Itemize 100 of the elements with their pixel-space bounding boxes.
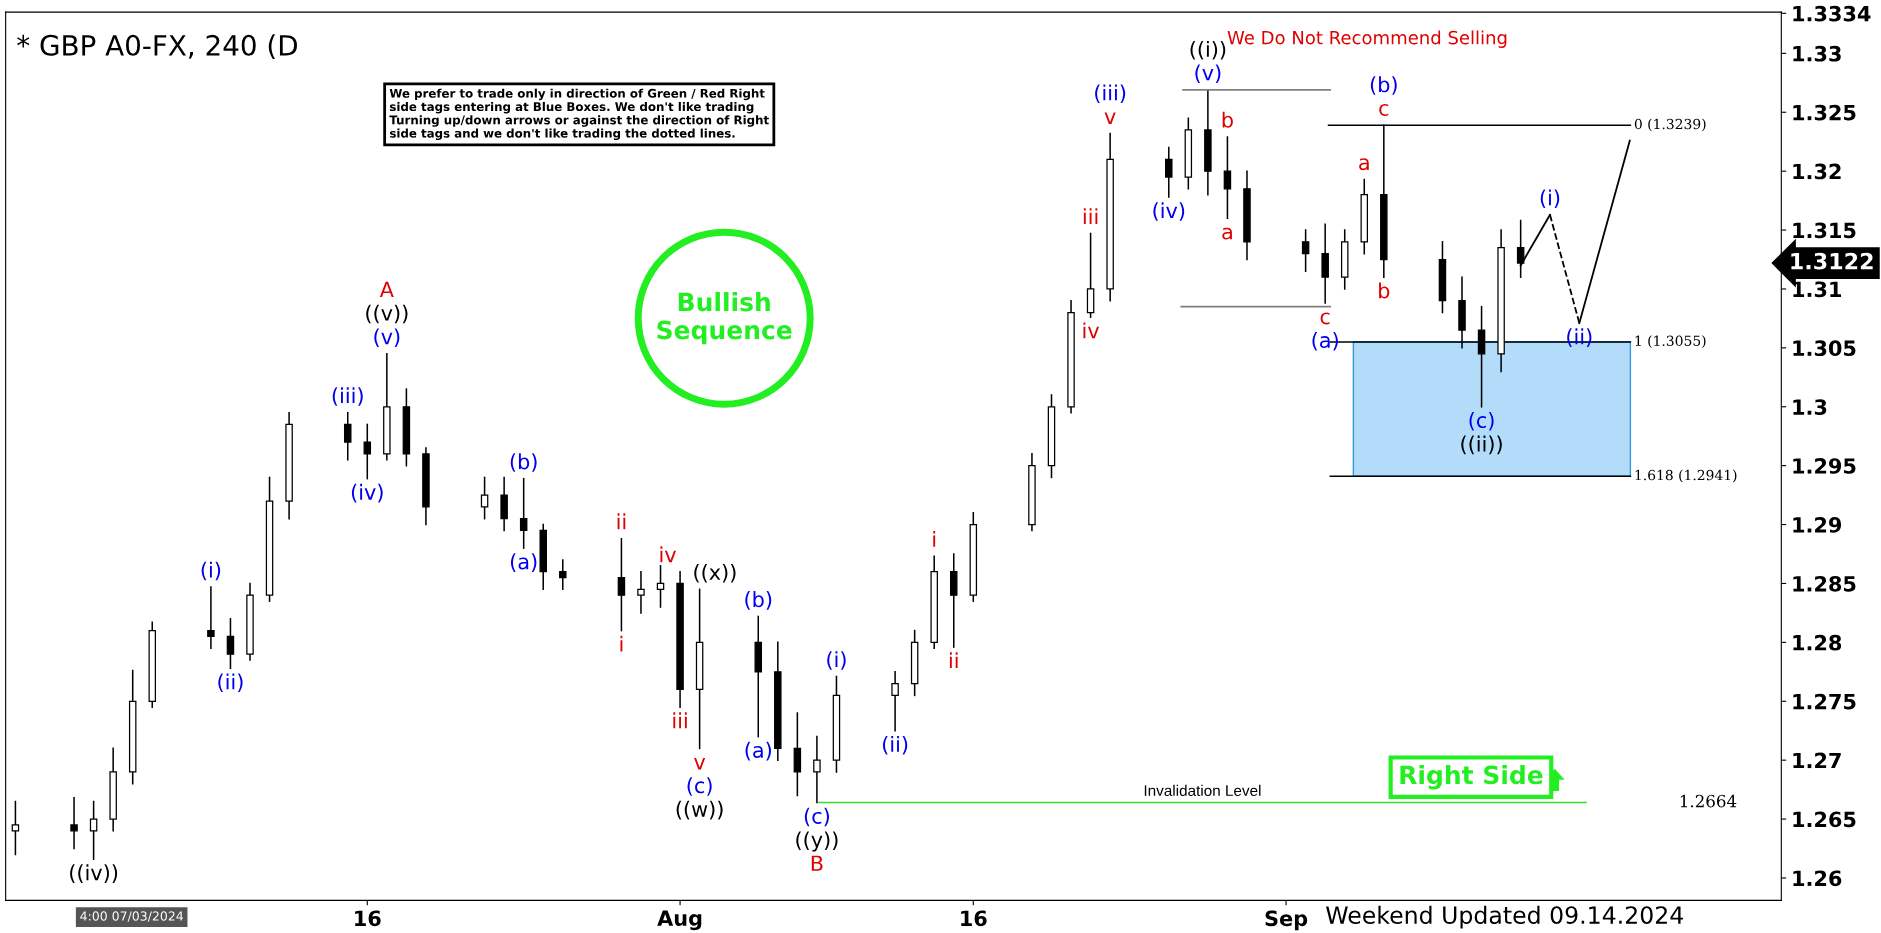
annotation: iv [660, 546, 677, 563]
y-tick-label: 1.305 [1793, 340, 1856, 357]
candlestick [11, 800, 20, 856]
annotation: (v) [1195, 64, 1221, 84]
x-tick-label: 16 [355, 910, 381, 927]
y-tick-label: 1.275 [1793, 693, 1856, 710]
candlestick [226, 618, 235, 670]
ref-line-label: 1 (1.3055) [1635, 335, 1706, 348]
annotation: 1.2664 [1680, 794, 1737, 808]
candlestick [656, 565, 665, 608]
annotation: iii [673, 712, 687, 729]
candlestick [637, 570, 645, 614]
annotation: iv [1083, 322, 1100, 339]
candlestick [793, 712, 802, 797]
annotation: (b) [510, 453, 537, 472]
annotation: ((w)) [676, 800, 723, 820]
candlestick [1301, 229, 1310, 273]
y-tick-label: 1.3 [1793, 399, 1827, 415]
y-tick-label: 1.285 [1793, 575, 1856, 592]
annotation: (c) [1469, 411, 1494, 431]
y-tick-label: 1.265 [1793, 811, 1856, 828]
annotation: (i) [201, 561, 221, 581]
annotation: (iv) [1153, 202, 1185, 221]
annotation: i [933, 531, 936, 547]
annotation: b [1379, 282, 1390, 299]
y-tick-label: 1.3334 [1793, 5, 1871, 22]
x-tick-label: 16 [961, 910, 987, 927]
annotation: a [1222, 227, 1232, 240]
ref-line-label: 0 (1.3239) [1634, 118, 1706, 132]
candlestick [1223, 136, 1232, 220]
annotation: ((ii)) [1461, 435, 1502, 455]
y-tick-label: 1.31 [1793, 281, 1841, 298]
candlestick [949, 553, 958, 648]
candlestick [891, 671, 899, 732]
annotation: ((i)) [1190, 40, 1226, 60]
x-tick-label: Sep [1265, 910, 1308, 931]
ref-line-label: 1.618 (1.2941) [1635, 469, 1737, 483]
candlestick [813, 735, 821, 804]
y-tick-label: 1.29 [1793, 517, 1842, 533]
annotation: (ii) [218, 673, 243, 693]
annotation: (a) [510, 553, 537, 572]
y-tick-label: 1.295 [1793, 458, 1856, 474]
annotation: iii [1083, 208, 1098, 225]
annotation: v [694, 758, 706, 770]
y-tick-label: 1.28 [1793, 634, 1842, 651]
candlestick [207, 586, 215, 650]
annotation: (ii) [882, 735, 908, 755]
annotation: c [1379, 104, 1389, 116]
annotation: Bullish Sequence [657, 292, 792, 345]
candlestick [1321, 223, 1329, 304]
y-tick-label: 1.315 [1793, 222, 1856, 239]
annotation: B [811, 855, 823, 871]
text: * GBP A0-FX, 240 (D [17, 34, 297, 60]
annotation: (v) [374, 328, 400, 347]
candlestick [1165, 146, 1173, 198]
annotation: v [1104, 112, 1116, 124]
annotation: b [1222, 111, 1233, 128]
candlestick [500, 476, 508, 532]
text: 4:00 07/03/2024 [80, 911, 184, 922]
annotation: (c) [687, 777, 712, 796]
y-tick-label: 1.325 [1793, 104, 1856, 121]
annotation: ((x)) [694, 564, 736, 583]
annotation: ((v)) [366, 304, 408, 324]
candlestick [70, 797, 78, 850]
annotation: (a) [1312, 331, 1338, 351]
candlestick [617, 537, 626, 632]
annotation: a [1359, 158, 1369, 171]
annotation: (c) [804, 807, 829, 827]
annotation: A [379, 281, 394, 297]
candlestick [559, 559, 567, 591]
y-tick-label: 1.27 [1793, 752, 1841, 769]
y-tick-label: 1.26 [1793, 870, 1842, 887]
text: 1.3122 [1791, 252, 1873, 270]
annotation: (i) [827, 651, 846, 670]
annotation: (iii) [332, 387, 363, 406]
text: Weekend Updated 09.14.2024 [1326, 905, 1683, 929]
annotation: (a) [745, 741, 771, 761]
annotation: i [620, 635, 623, 652]
candlestick [363, 423, 372, 480]
annotation: c [1320, 312, 1330, 325]
annotation: ((iv)) [70, 864, 118, 883]
annotation: Right Side [1400, 764, 1543, 790]
annotation: (b) [1370, 76, 1397, 95]
annotation: (iii) [1095, 84, 1126, 104]
candlestick [343, 411, 352, 461]
annotation: (i) [1540, 189, 1560, 208]
candlestick [519, 477, 528, 549]
annotation: ii [617, 513, 626, 530]
ref-line-label: Invalidation Level [1144, 784, 1261, 797]
candlestick [480, 476, 489, 520]
candlestick [89, 800, 98, 860]
annotation: ii [949, 652, 958, 669]
annotation: (iv) [351, 483, 383, 503]
annotation: (b) [745, 591, 772, 610]
annotation: ((y)) [796, 831, 838, 852]
y-tick-label: 1.32 [1793, 163, 1841, 180]
annotation: We Do Not Recommend Selling [1227, 30, 1507, 48]
x-tick-label: Aug [657, 910, 702, 931]
y-tick-label: 1.33 [1793, 45, 1841, 62]
annotation: We prefer to trade only in direction of Green / Red Right side tags entering at Blue Boxes. We don't like trading Turning up/down arrows or against the direction of Right side tags and we don't like trading the dotted lines. [389, 88, 769, 141]
